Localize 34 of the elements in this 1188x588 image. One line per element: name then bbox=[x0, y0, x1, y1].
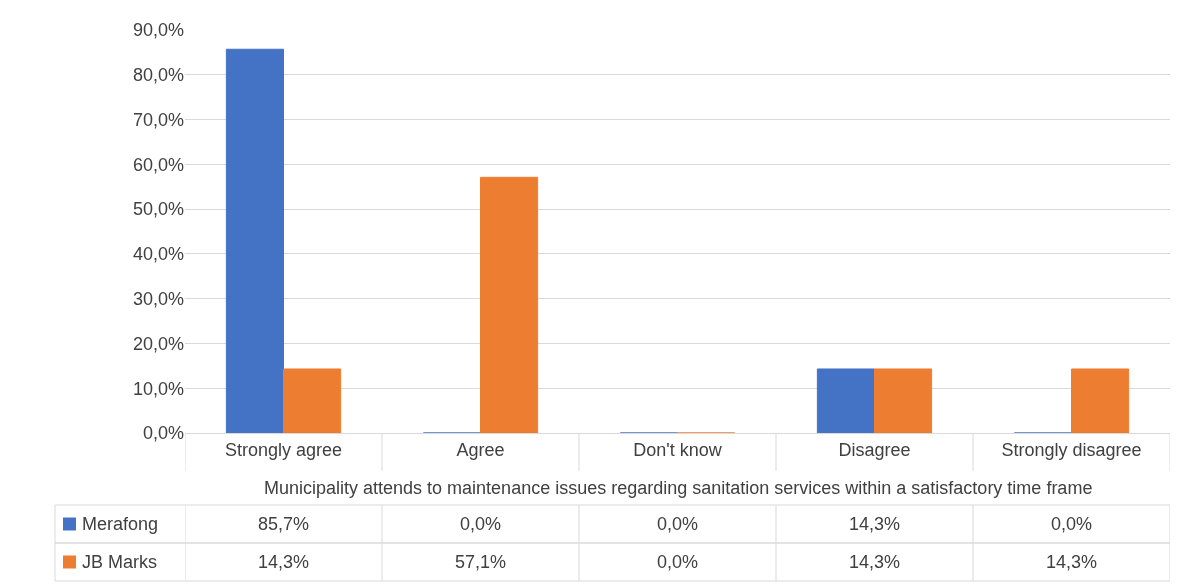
x-axis-title: Municipality attends to maintenance issues regarding sanitation services within a satisfactory time frame bbox=[264, 478, 1093, 498]
data-label: 0,0% bbox=[1051, 514, 1093, 534]
y-tick-label: 70,0% bbox=[132, 109, 184, 130]
data-label: 14,3% bbox=[258, 552, 310, 572]
x-tick-label: Disagree bbox=[838, 439, 911, 460]
legend-label: Merafong bbox=[82, 514, 159, 534]
y-tick-label: 30,0% bbox=[132, 288, 184, 309]
x-tick-label: Strongly agree bbox=[224, 439, 343, 460]
y-tick-label: 90,0% bbox=[132, 20, 184, 41]
bar bbox=[283, 368, 342, 433]
data-label: 0,0% bbox=[657, 514, 699, 534]
bar bbox=[1071, 368, 1130, 433]
data-label: 14,3% bbox=[1046, 552, 1098, 572]
data-label: 85,7% bbox=[258, 514, 310, 534]
legend-label: JB Marks bbox=[82, 552, 158, 572]
y-tick-label: 0,0% bbox=[142, 423, 184, 444]
data-label: 0,0% bbox=[657, 552, 699, 572]
bar bbox=[816, 368, 875, 433]
y-tick-label: 40,0% bbox=[132, 244, 184, 265]
y-tick-label: 50,0% bbox=[132, 199, 184, 220]
y-tick-label: 80,0% bbox=[132, 65, 184, 86]
bar bbox=[874, 368, 933, 433]
x-tick-label: Strongly disagree bbox=[1001, 439, 1142, 460]
data-label: 14,3% bbox=[849, 552, 901, 572]
bar bbox=[480, 176, 539, 433]
y-tick-label: 20,0% bbox=[132, 333, 184, 354]
x-tick-label: Agree bbox=[456, 439, 505, 460]
x-tick-label: Don't know bbox=[633, 439, 723, 460]
bar bbox=[225, 48, 284, 433]
data-label: 0,0% bbox=[460, 514, 502, 534]
y-tick-label: 60,0% bbox=[132, 154, 184, 175]
data-label: 14,3% bbox=[849, 514, 901, 534]
data-label: 57,1% bbox=[455, 552, 507, 572]
y-tick-label: 10,0% bbox=[132, 378, 184, 399]
